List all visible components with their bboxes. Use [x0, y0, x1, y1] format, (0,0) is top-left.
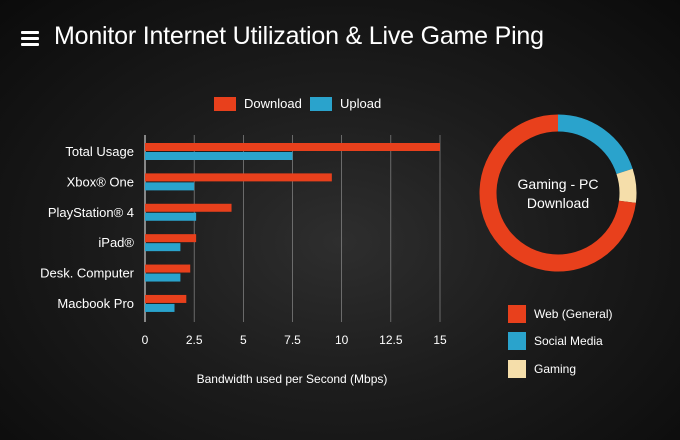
x-tick-label: 15 — [433, 333, 447, 347]
x-tick-label: 7.5 — [284, 333, 301, 347]
donut-slice-social — [557, 114, 633, 175]
x-tick-label: 10 — [335, 333, 349, 347]
donut-legend-web: Web (General) — [508, 305, 612, 323]
x-tick-labels: 0 2.5 5 7.5 10 12.5 15 — [142, 333, 447, 347]
donut-legend-gaming: Gaming — [508, 360, 576, 378]
legend-label-upload: Upload — [340, 96, 382, 111]
category-label: PlayStation® 4 — [48, 205, 134, 220]
legend-swatch-social — [508, 332, 526, 350]
bar-download — [145, 203, 232, 212]
x-axis-label: Bandwidth used per Second (Mbps) — [197, 372, 388, 386]
donut-center-line-1: Gaming - PC — [518, 176, 599, 192]
legend-swatch-gaming — [508, 360, 526, 378]
legend-label-download: Download — [244, 96, 302, 111]
legend-label-social: Social Media — [534, 334, 603, 348]
x-tick-label: 0 — [142, 333, 149, 347]
legend-swatch-upload — [310, 96, 332, 111]
bar-download — [145, 264, 191, 273]
bar-upload — [145, 152, 293, 160]
bar-upload — [145, 243, 181, 252]
category-label: Xbox® One — [67, 174, 134, 189]
legend-item-download: Download — [214, 96, 302, 111]
bar-layer — [145, 143, 440, 312]
legend-swatch-download — [214, 96, 236, 111]
bar-download — [145, 234, 197, 243]
donut-chart — [479, 114, 637, 272]
bar-upload — [145, 212, 197, 221]
category-label: Desk. Computer — [40, 266, 135, 281]
x-tick-label: 12.5 — [379, 333, 403, 347]
bar-download — [145, 294, 187, 303]
bar-upload — [145, 273, 181, 282]
donut-slice-gaming — [616, 168, 637, 203]
grid-layer — [144, 135, 441, 322]
donut-legend-social: Social Media — [508, 332, 603, 350]
bar-upload — [145, 303, 175, 312]
legend-swatch-web — [508, 305, 526, 323]
bar-download — [145, 173, 332, 182]
header: Monitor Internet Utilization & Live Game… — [0, 0, 680, 70]
category-label: iPad® — [98, 235, 134, 250]
legend-item-upload: Upload — [310, 96, 381, 111]
bar-upload — [145, 182, 195, 191]
hamburger-menu-icon[interactable] — [21, 31, 39, 46]
bar-download — [145, 143, 440, 151]
x-tick-label: 5 — [240, 333, 247, 347]
donut-slice-web — [479, 114, 636, 272]
donut-center-line-2: Download — [527, 195, 589, 211]
page-title: Monitor Internet Utilization & Live Game… — [54, 22, 544, 50]
category-label: Macbook Pro — [57, 296, 134, 311]
category-label: Total Usage — [65, 144, 134, 159]
legend-label-web: Web (General) — [534, 307, 613, 321]
category-labels: Total Usage Xbox® One PlayStation® 4 iPad® D… — [40, 144, 135, 311]
x-tick-label: 2.5 — [186, 333, 203, 347]
legend-label-gaming: Gaming — [534, 362, 577, 376]
